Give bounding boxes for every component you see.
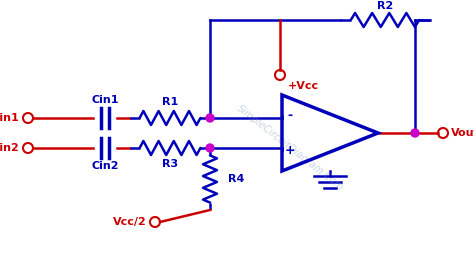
Text: Vout: Vout bbox=[451, 128, 474, 138]
Circle shape bbox=[206, 144, 214, 152]
Text: Vin2: Vin2 bbox=[0, 143, 20, 153]
Text: -: - bbox=[287, 109, 292, 122]
Text: Vin1: Vin1 bbox=[0, 113, 20, 123]
Text: Vcc/2: Vcc/2 bbox=[113, 217, 147, 227]
Text: R4: R4 bbox=[228, 174, 245, 184]
Text: +: + bbox=[285, 144, 295, 157]
Text: R3: R3 bbox=[162, 159, 178, 169]
Circle shape bbox=[206, 114, 214, 122]
Text: R2: R2 bbox=[377, 1, 393, 11]
Text: +Vcc: +Vcc bbox=[288, 81, 319, 91]
Text: SimpleCircuitDiagram.Com: SimpleCircuitDiagram.Com bbox=[235, 103, 345, 193]
Text: Cin2: Cin2 bbox=[91, 161, 119, 171]
Text: R1: R1 bbox=[162, 97, 178, 107]
Circle shape bbox=[411, 129, 419, 137]
Text: Cin1: Cin1 bbox=[91, 95, 119, 105]
